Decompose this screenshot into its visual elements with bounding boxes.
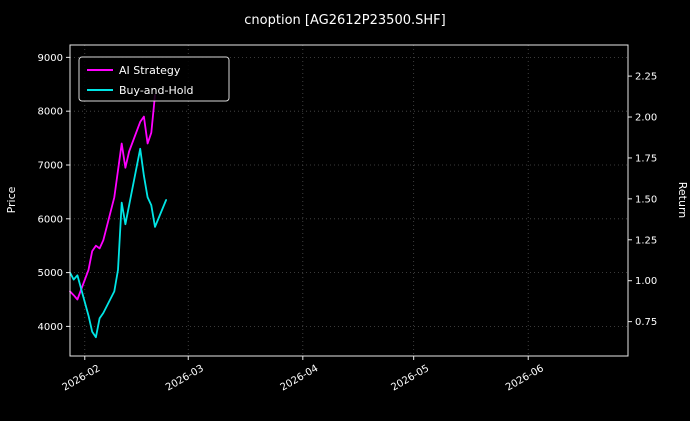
y-tick-label-left: 5000 <box>38 268 63 279</box>
y-tick-label-right: 1.50 <box>635 194 657 205</box>
y-tick-label-right: 1.00 <box>635 276 657 287</box>
series-line-ai-strategy <box>69 94 156 301</box>
y-tick-label-right: 2.00 <box>635 113 657 124</box>
x-tick-label: 2026-04 <box>279 363 321 393</box>
y-tick-label-right: 2.25 <box>635 72 657 83</box>
chart-title: cnoption [AG2612P23500.SHF] <box>244 13 445 28</box>
y-tick-label-right: 0.75 <box>635 317 657 328</box>
x-tick-label: 2026-02 <box>61 363 103 393</box>
y-tick-label-right: 1.25 <box>635 235 657 246</box>
legend: AI Strategy Buy-and-Hold <box>78 56 230 102</box>
legend-box <box>78 56 230 102</box>
y-tick-label-right: 1.75 <box>635 153 657 164</box>
plot-border <box>69 44 629 357</box>
y-tick-label-left: 4000 <box>38 322 63 333</box>
legend-label: Buy-and-Hold <box>119 84 194 97</box>
y-tick-label-left: 8000 <box>38 107 63 118</box>
legend-label: AI Strategy <box>119 64 181 77</box>
y-axis-label-left: Price <box>5 186 18 213</box>
y-axis-label-right: Return <box>676 182 689 219</box>
x-tick-label: 2026-03 <box>164 363 206 393</box>
x-tick-label: 2026-06 <box>504 363 546 393</box>
y-tick-label-left: 6000 <box>38 214 63 225</box>
y-tick-label-left: 7000 <box>38 160 63 171</box>
y-tick-label-left: 9000 <box>38 53 63 64</box>
series-line-buy-and-hold <box>69 147 168 339</box>
x-tick-label: 2026-05 <box>389 363 431 393</box>
